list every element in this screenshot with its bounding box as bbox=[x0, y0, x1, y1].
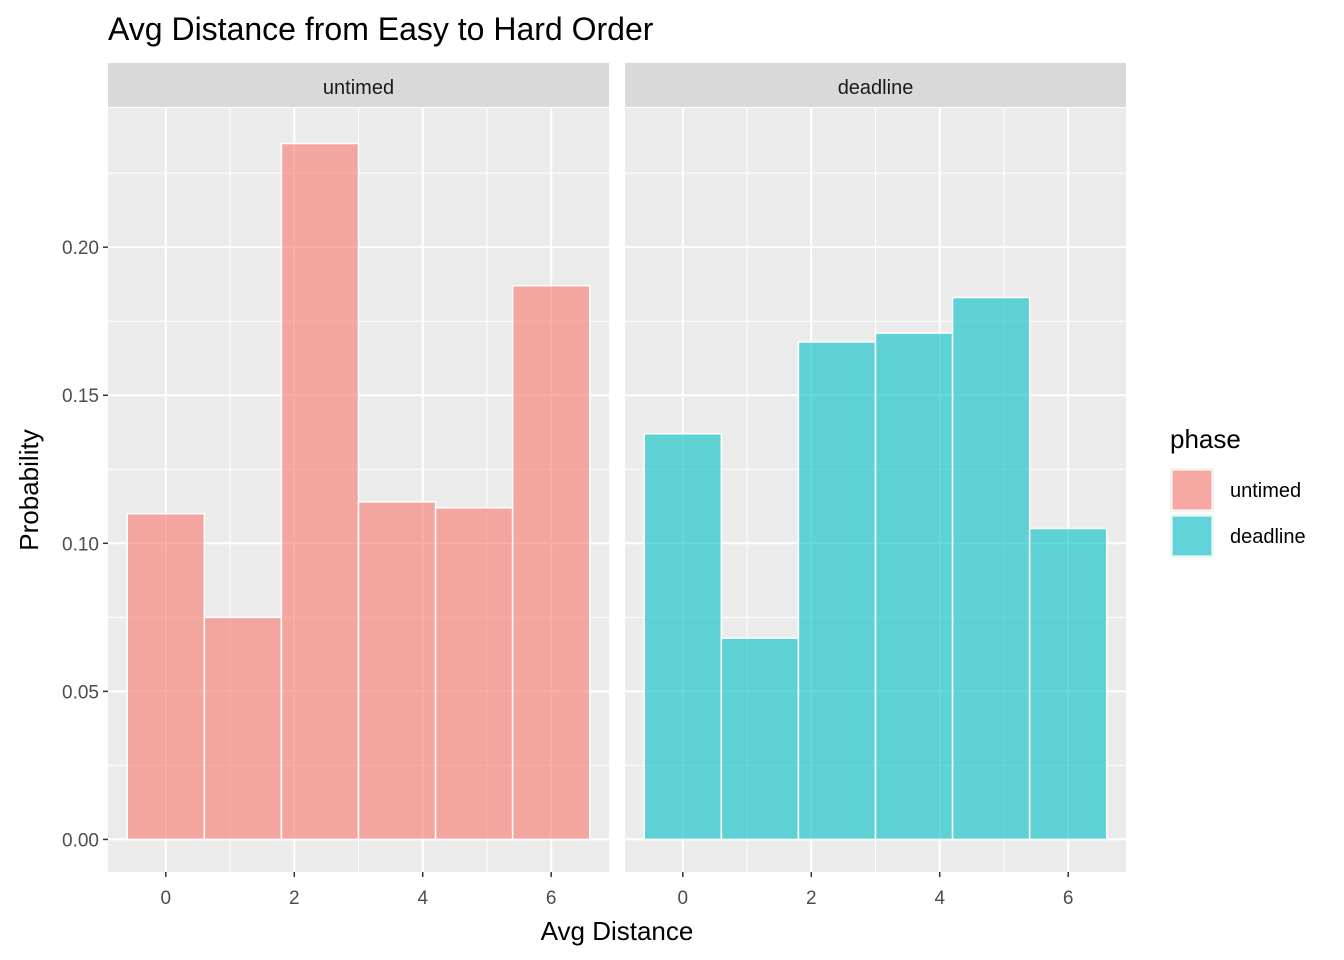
legend-swatch bbox=[1171, 469, 1213, 511]
legend-item-untimed: untimed bbox=[1170, 468, 1301, 512]
y-tick-label: 0.10 bbox=[62, 534, 99, 555]
histogram-bar bbox=[1028, 527, 1108, 841]
x-tick-label: 0 bbox=[678, 888, 689, 909]
histogram-bar bbox=[511, 284, 591, 841]
y-tick-label: 0.20 bbox=[62, 238, 99, 259]
facet-panels: untimed deadline bbox=[108, 63, 1126, 872]
x-tick-label: 4 bbox=[417, 888, 428, 909]
histogram-bar bbox=[643, 432, 723, 841]
legend: phase untimed deadline bbox=[1170, 424, 1306, 558]
x-tick-label: 0 bbox=[161, 888, 172, 909]
x-tick-label: 4 bbox=[934, 888, 945, 909]
legend-item-deadline: deadline bbox=[1170, 514, 1306, 558]
x-axis: 0 2 4 6 0 2 4 6 bbox=[161, 872, 1074, 909]
panel-deadline: deadline bbox=[625, 63, 1126, 872]
histogram-bar bbox=[434, 507, 514, 841]
histogram-bar bbox=[797, 341, 877, 841]
histogram-bar bbox=[951, 296, 1031, 841]
x-tick-label: 2 bbox=[806, 888, 817, 909]
chart-title: Avg Distance from Easy to Hard Order bbox=[108, 11, 654, 47]
x-tick-label: 6 bbox=[546, 888, 557, 909]
histogram-bar bbox=[280, 142, 360, 841]
strip-label: deadline bbox=[838, 77, 914, 99]
histogram-bar bbox=[357, 501, 437, 841]
y-axis: 0.00 0.05 0.10 0.15 0.20 bbox=[62, 238, 108, 851]
panel-untimed: untimed bbox=[108, 63, 609, 872]
x-tick-label: 2 bbox=[289, 888, 300, 909]
y-axis-title: Probability bbox=[14, 429, 44, 550]
histogram-bar bbox=[874, 332, 954, 841]
legend-label: deadline bbox=[1230, 526, 1306, 548]
histogram-bar bbox=[203, 616, 283, 841]
histogram-bar bbox=[126, 512, 206, 841]
strip-label: untimed bbox=[323, 77, 394, 99]
y-tick-label: 0.00 bbox=[62, 830, 99, 851]
histogram-bar bbox=[720, 637, 800, 841]
x-tick-label: 6 bbox=[1063, 888, 1074, 909]
legend-items: untimed deadline bbox=[1170, 468, 1306, 558]
legend-label: untimed bbox=[1230, 480, 1301, 502]
strip-background bbox=[625, 63, 1126, 107]
y-tick-label: 0.05 bbox=[62, 682, 99, 703]
x-axis-title: Avg Distance bbox=[541, 916, 694, 946]
legend-title: phase bbox=[1170, 424, 1241, 454]
legend-swatch bbox=[1171, 515, 1213, 557]
y-tick-label: 0.15 bbox=[62, 386, 99, 407]
strip-background bbox=[108, 63, 609, 107]
